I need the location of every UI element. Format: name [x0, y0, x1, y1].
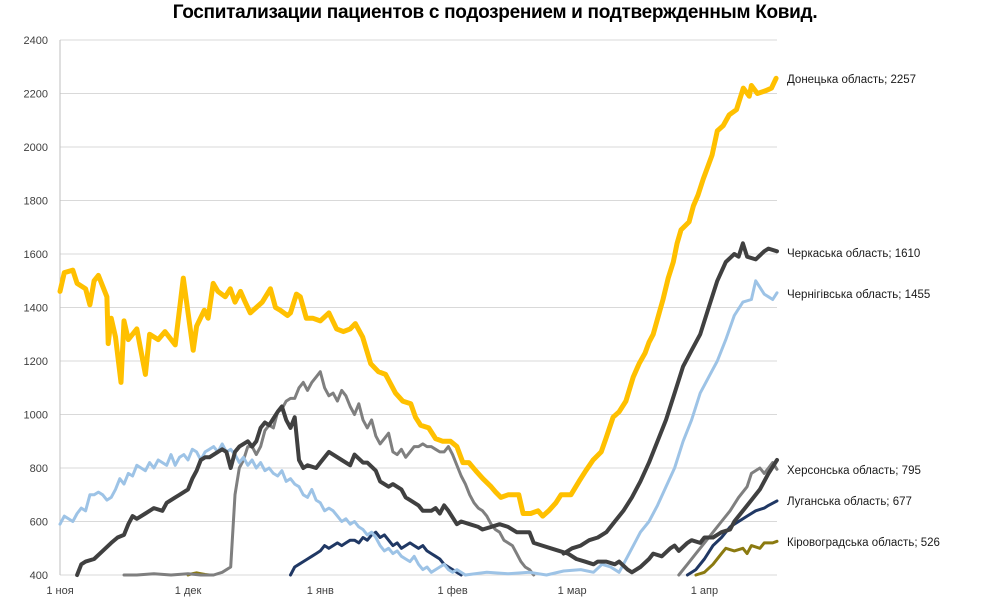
x-tick-label: 1 мар	[558, 585, 587, 597]
label-kirovohrad: Кіровоградська область; 526	[787, 537, 940, 549]
y-tick-label: 2200	[24, 89, 48, 101]
x-tick-label: 1 апр	[691, 585, 718, 597]
x-tick-label: 1 янв	[307, 585, 334, 597]
series-labels: Донецька область; 2257 Черкаська область…	[787, 74, 940, 549]
label-donetsk: Донецька область; 2257	[787, 74, 916, 86]
y-tick-label: 2400	[24, 35, 48, 47]
label-cherkasy: Черкаська область; 1610	[787, 248, 920, 260]
y-tick-label: 600	[30, 517, 48, 529]
y-tick-label: 1200	[24, 356, 48, 368]
series-line-черкаська-область	[75, 404, 779, 577]
chart-title: Госпитализации пациентов с подозрением и…	[172, 2, 818, 23]
series-line-черкаська-область-tail	[561, 241, 779, 556]
y-tick-label: 2000	[24, 142, 48, 154]
x-tick-label: 1 дек	[175, 585, 202, 597]
series-line-донецька-область	[57, 75, 779, 519]
series-line-луганська-область-tail	[685, 499, 779, 577]
y-tick-label: 1000	[24, 410, 48, 422]
series-line-херсонська-область	[122, 370, 536, 577]
y-tick-label: 800	[30, 463, 48, 475]
series-line-чернігівська-область-tail	[463, 279, 779, 577]
gridlines	[60, 39, 777, 576]
label-kherson: Херсонська область; 795	[787, 465, 921, 477]
series-line-херсонська-область-tail	[677, 461, 779, 577]
y-tick-label: 1800	[24, 196, 48, 208]
label-chernihiv: Чернігівська область; 1455	[787, 289, 930, 301]
x-tick-label: 1 ноя	[46, 585, 73, 597]
x-tick-label: 1 фев	[438, 585, 468, 597]
series-line-кіровоградська-область-tail	[694, 539, 779, 577]
series-line-луганська-область	[289, 530, 463, 577]
series-lines	[57, 75, 779, 577]
x-axis: 1 ноя 1 дек 1 янв 1 фев 1 мар 1 апр	[46, 585, 718, 597]
y-tick-label: 400	[30, 570, 48, 582]
y-tick-label: 1400	[24, 303, 48, 315]
series-line-чернігівська-область	[58, 442, 467, 577]
y-axis: 400 600 800 1000 1200 1400 1600 1800 2000 2200 240…	[24, 35, 61, 582]
label-luhansk: Луганська область; 677	[787, 496, 912, 508]
y-tick-label: 1600	[24, 249, 48, 261]
